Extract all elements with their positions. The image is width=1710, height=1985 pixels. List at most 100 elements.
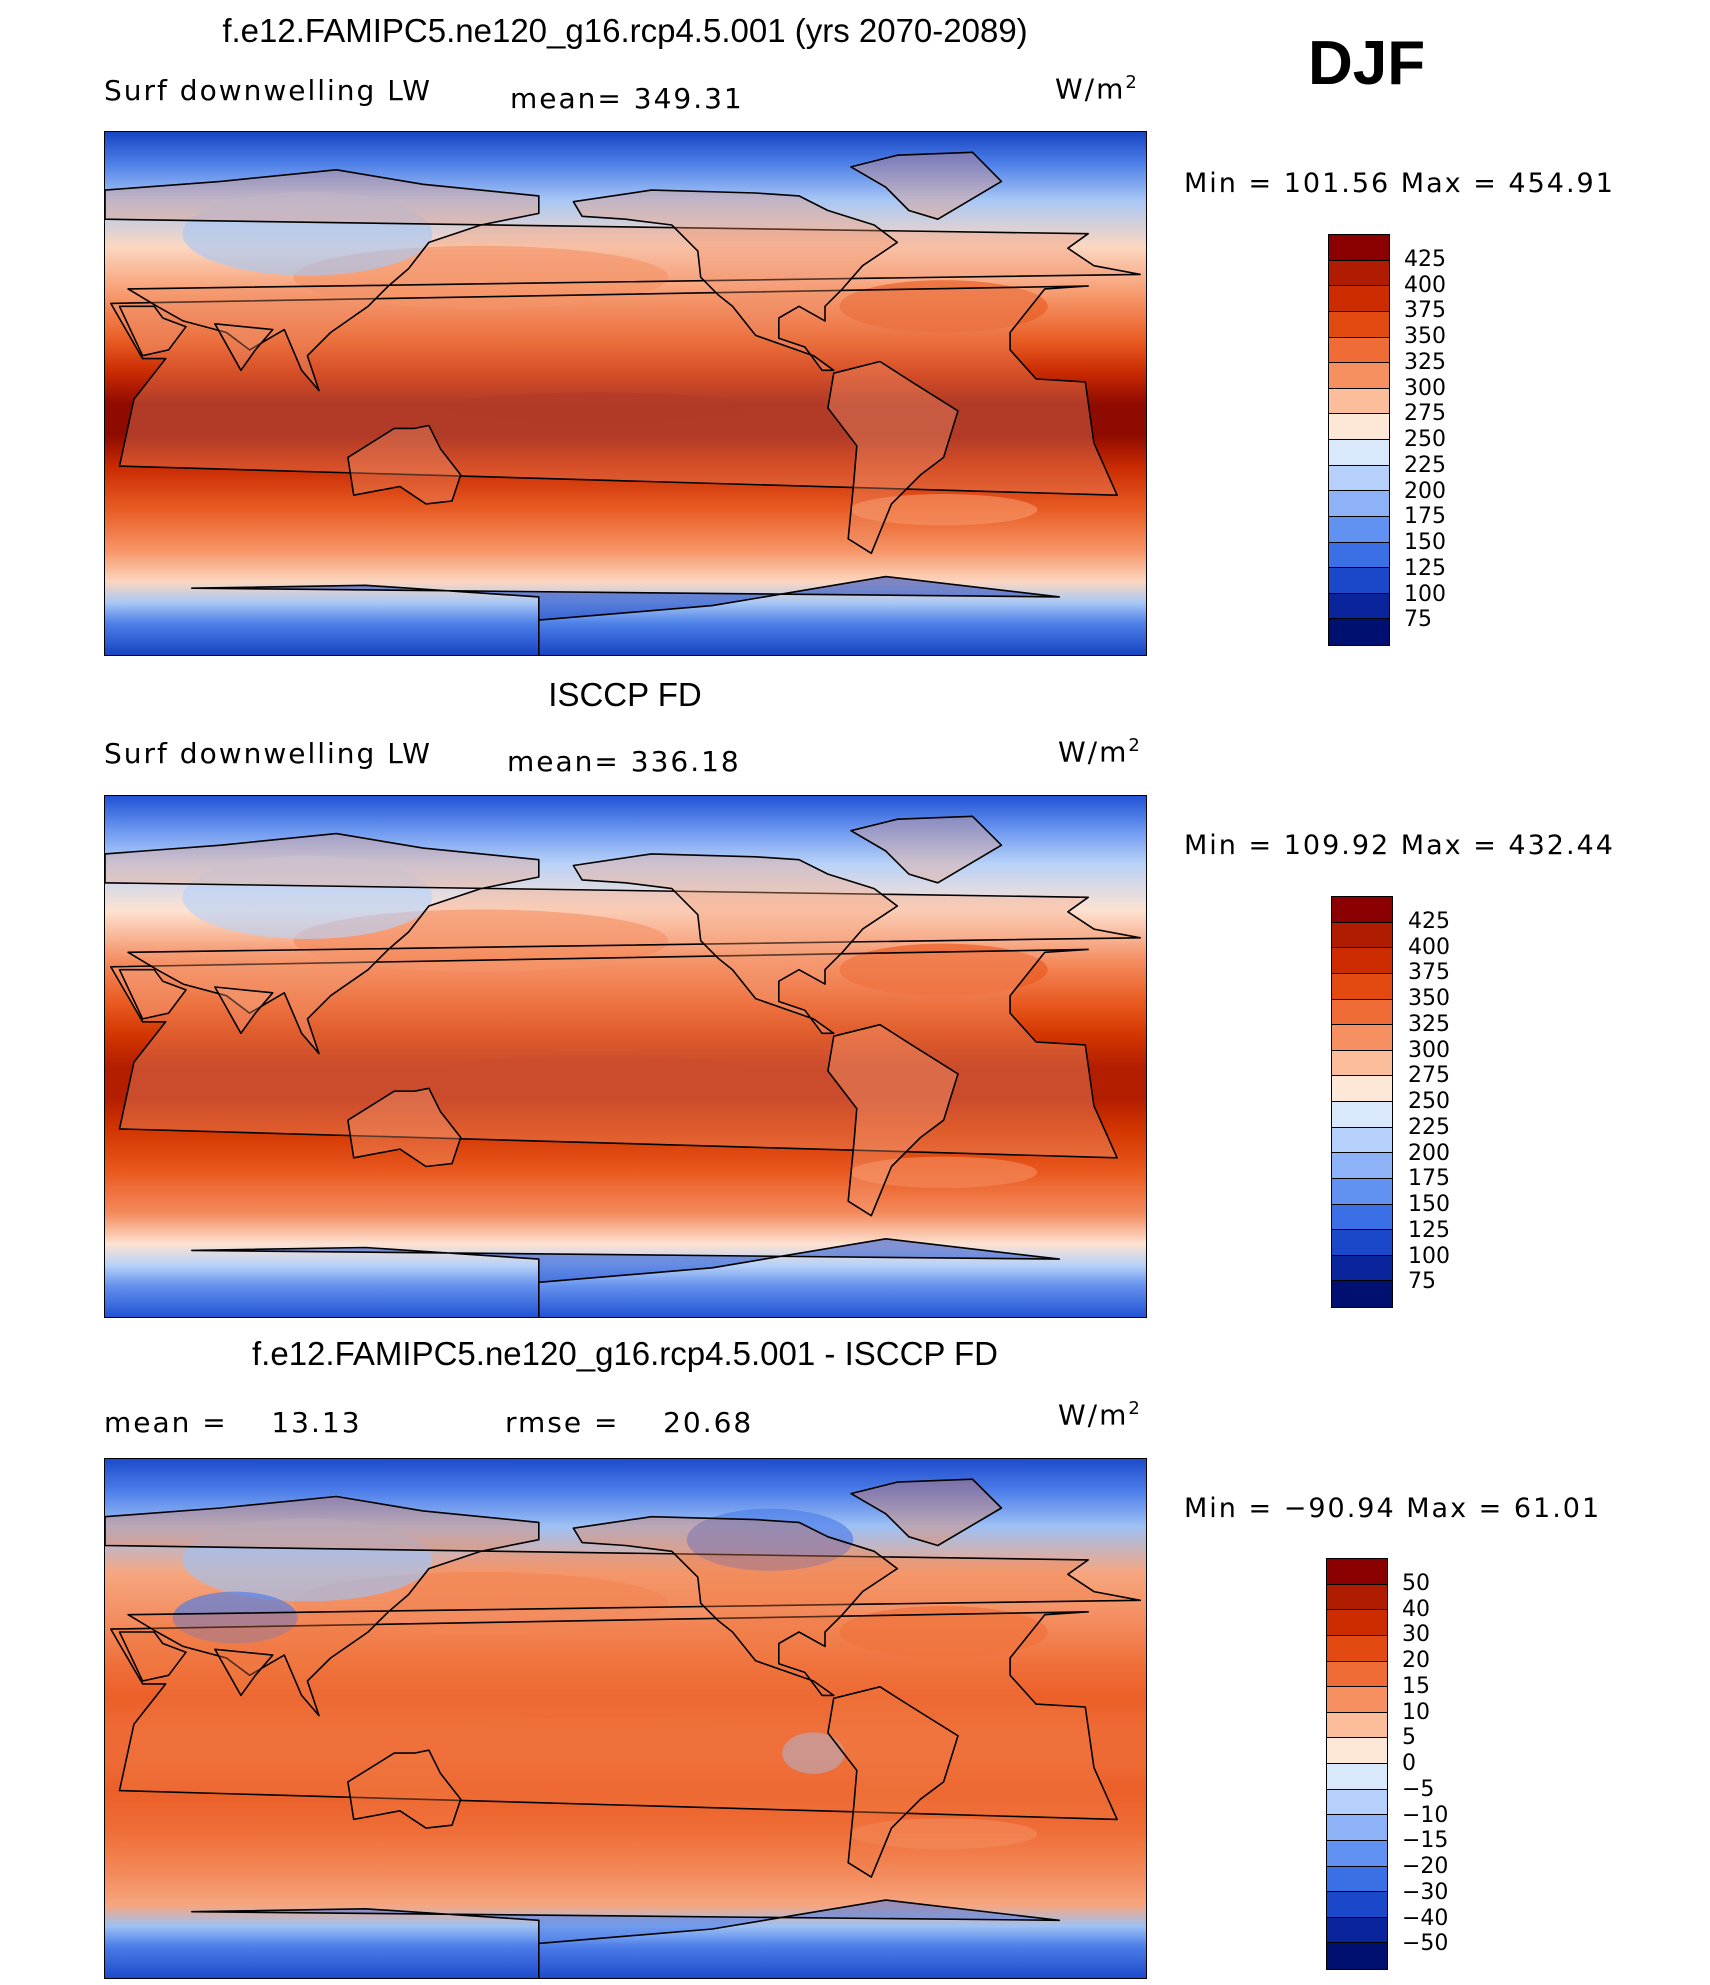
colorbar-swatch: [1327, 1712, 1387, 1739]
colorbar-swatch: [1327, 1866, 1387, 1893]
panel-2-title: ISCCP FD: [548, 676, 702, 713]
colorbar-tick-label: 250: [1404, 427, 1446, 452]
panel-1-min-value: 101.56: [1283, 168, 1391, 199]
colorbar-swatch: [1327, 1610, 1387, 1636]
colorbar-tick-label: 20: [1402, 1648, 1430, 1673]
colorbar-tick-label: 100: [1404, 581, 1446, 607]
colorbar-tick-label: 75: [1404, 607, 1432, 633]
colorbar-tick-label: 350: [1408, 986, 1450, 1011]
coastline: [110, 948, 1118, 1159]
colorbar-swatch: [1327, 1661, 1387, 1688]
colorbar-swatch: [1329, 337, 1389, 364]
colorbar-swatch: [1329, 286, 1389, 312]
coastline: [191, 1899, 1061, 1978]
colorbar-tick-label: 125: [1408, 1217, 1450, 1243]
panel-3-unit-base: W/m: [1058, 1398, 1129, 1432]
panel-2-colorbar: [1331, 896, 1393, 1308]
coastline: [214, 323, 274, 372]
season-label: DJF: [1308, 29, 1426, 98]
coastline: [110, 1611, 1118, 1821]
colorbar-swatch: [1329, 593, 1389, 620]
colorbar-swatch: [1332, 973, 1392, 1000]
panel-3-max-label: Max: [1406, 1493, 1469, 1524]
colorbar-swatch: [1327, 1635, 1387, 1662]
colorbar-tick-label: 250: [1408, 1089, 1450, 1114]
colorbar-swatch: [1332, 1153, 1392, 1179]
colorbar-swatch: [1327, 1840, 1387, 1867]
colorbar-tick-label: 150: [1404, 530, 1446, 555]
colorbar-swatch: [1327, 1815, 1387, 1841]
colorbar-tick-label: 275: [1404, 401, 1446, 427]
colorbar-tick-label: 50: [1402, 1570, 1430, 1596]
colorbar-swatch: [1327, 1943, 1387, 1969]
panel-3-map: [104, 1458, 1147, 1979]
contour-region: [849, 494, 1038, 526]
colorbar-swatch: [1332, 948, 1392, 974]
panel-2-min-value: 109.92: [1283, 830, 1391, 861]
coastline: [827, 360, 959, 555]
map-canvas: [105, 796, 1146, 1317]
panel-2-variable-label: Surf downwelling LW: [104, 737, 432, 770]
colorbar-tick-label: 425: [1404, 246, 1446, 272]
panel-1-colorbar: [1328, 234, 1390, 646]
colorbar-swatch: [1329, 311, 1389, 338]
panel-3-max-value: 61.01: [1513, 1493, 1602, 1524]
colorbar-swatch: [1332, 1025, 1392, 1051]
colorbar-swatch: [1327, 1584, 1387, 1611]
coastline: [105, 169, 1141, 392]
colorbar-swatch: [1329, 388, 1389, 415]
colorbar-swatch: [1327, 1764, 1387, 1790]
colorbar-swatch: [1329, 363, 1389, 389]
colorbar-tick-label: 30: [1402, 1622, 1430, 1648]
colorbar-tick-label: 400: [1408, 934, 1450, 960]
colorbar-tick-label: 300: [1404, 375, 1446, 401]
colorbar-tick-label: 10: [1402, 1699, 1430, 1725]
coastline: [214, 1648, 274, 1697]
panel-3-colorbar: [1326, 1558, 1388, 1970]
panel-3-mean-label: mean = 13.13: [104, 1406, 362, 1439]
colorbar-swatch: [1329, 568, 1389, 594]
coastline: [118, 968, 187, 1020]
panel-2-minmax: Min = 109.92 Max = 432.44: [1184, 830, 1615, 861]
coastline: [191, 575, 1061, 655]
colorbar-swatch: [1327, 1917, 1387, 1944]
coastline: [191, 1238, 1061, 1317]
colorbar-swatch: [1332, 1255, 1392, 1282]
colorbar-tick-label: 75: [1408, 1269, 1436, 1295]
colorbar-tick-label: 40: [1402, 1596, 1430, 1622]
colorbar-tick-label: 375: [1408, 960, 1450, 986]
colorbar-tick-label: 200: [1404, 478, 1446, 504]
colorbar-swatch: [1332, 1050, 1392, 1077]
panel-3-minmax: Min = −90.94 Max = 61.01: [1184, 1493, 1602, 1524]
panel-3-title: f.e12.FAMIPC5.ne120_g16.rcp4.5.001 - ISC…: [252, 1335, 998, 1372]
panel-1-min-label: Min: [1184, 168, 1238, 199]
panel-2-unit-base: W/m: [1058, 735, 1129, 769]
panel-2-units: W/m2: [1058, 735, 1142, 768]
coastline: [105, 832, 1141, 1055]
colorbar-swatch: [1329, 542, 1389, 569]
colorbar-swatch: [1329, 440, 1389, 466]
colorbar-tick-label: 200: [1408, 1140, 1450, 1166]
panel-3-unit-exp: 2: [1128, 1398, 1142, 1419]
contour-region: [782, 1732, 845, 1774]
panel-2-min-label: Min: [1184, 830, 1238, 861]
coastline: [214, 986, 274, 1035]
colorbar-tick-label: 125: [1404, 555, 1446, 581]
contour-region: [182, 855, 433, 939]
colorbar-swatch: [1329, 260, 1389, 287]
colorbar-swatch: [1332, 1076, 1392, 1102]
colorbar-tick-label: 350: [1404, 324, 1446, 349]
coastline: [118, 305, 187, 357]
colorbar-tick-label: 175: [1408, 1166, 1450, 1192]
colorbar-swatch: [1332, 1281, 1392, 1307]
colorbar-tick-label: −50: [1402, 1931, 1449, 1957]
coastline: [850, 815, 1003, 884]
colorbar-swatch: [1332, 1178, 1392, 1205]
coastline: [827, 1686, 959, 1878]
coastline: [850, 1478, 1003, 1547]
colorbar-swatch: [1332, 1102, 1392, 1128]
coastline: [572, 1515, 899, 1697]
coastline: [347, 1087, 462, 1168]
contour-region: [839, 943, 1048, 996]
colorbar-swatch: [1327, 1687, 1387, 1713]
